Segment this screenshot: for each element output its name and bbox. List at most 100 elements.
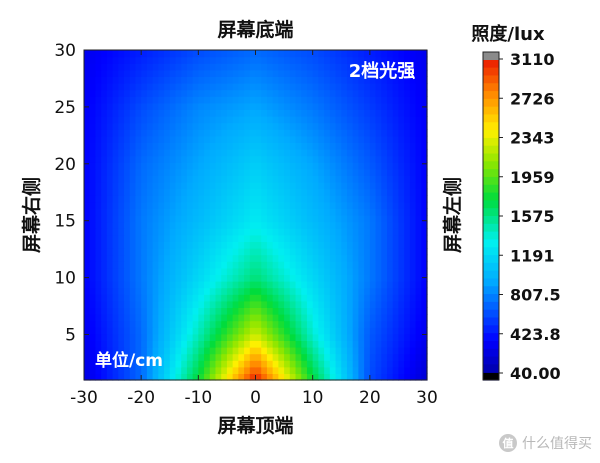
heatmap-cell — [295, 149, 302, 157]
heatmap-cell — [312, 116, 319, 124]
heatmap-cell — [221, 96, 228, 104]
heatmap-cell — [84, 63, 91, 71]
heatmap-cell — [158, 76, 165, 84]
heatmap-cell — [364, 175, 371, 183]
heatmap-cell — [341, 142, 348, 150]
heatmap-cell — [341, 168, 348, 176]
heatmap-cell — [266, 135, 274, 143]
annotation-light-level: 2档光强 — [349, 60, 416, 82]
heatmap-cell — [135, 300, 142, 308]
heatmap-cell — [192, 274, 199, 282]
heatmap-cell — [226, 320, 234, 328]
heatmap-cell — [386, 76, 394, 84]
heatmap-cell — [89, 333, 97, 341]
heatmap-cell — [221, 314, 228, 322]
heatmap-cell — [409, 254, 417, 262]
heatmap-cell — [158, 320, 165, 328]
heatmap-cell — [421, 149, 428, 157]
heatmap-cell — [146, 195, 154, 203]
heatmap-cell — [335, 122, 342, 130]
heatmap-cell — [312, 149, 319, 157]
heatmap-cell — [129, 307, 137, 315]
heatmap-cell — [221, 347, 228, 355]
heatmap-cell — [329, 234, 337, 242]
heatmap-cell — [392, 287, 400, 295]
heatmap-cell — [301, 208, 308, 216]
heatmap-cell — [329, 373, 337, 381]
heatmap-cell — [244, 162, 251, 170]
heatmap-cell — [421, 76, 428, 84]
heatmap-cell — [278, 294, 285, 302]
heatmap-cell — [226, 274, 234, 282]
heatmap-cell — [215, 360, 222, 368]
heatmap-cell — [295, 333, 302, 341]
heatmap-cell — [369, 83, 377, 91]
heatmap-cell — [198, 248, 205, 256]
heatmap-cell — [335, 353, 342, 361]
heatmap-cell — [141, 188, 148, 196]
heatmap-cell — [249, 96, 257, 104]
heatmap-cell — [398, 347, 405, 355]
heatmap-cell — [289, 294, 297, 302]
heatmap-cell — [329, 188, 337, 196]
heatmap-cell — [146, 175, 154, 183]
heatmap-cell — [192, 248, 199, 256]
heatmap-cell — [346, 366, 354, 374]
heatmap-cell — [249, 135, 257, 143]
heatmap-cell — [301, 83, 308, 91]
heatmap-cell — [158, 208, 165, 216]
heatmap-cell — [398, 221, 405, 229]
heatmap-cell — [101, 314, 108, 322]
heatmap-cell — [118, 76, 125, 84]
heatmap-cell — [141, 281, 148, 289]
heatmap-cell — [352, 221, 359, 229]
heatmap-cell — [369, 76, 377, 84]
heatmap-cell — [386, 69, 394, 77]
heatmap-cell — [135, 254, 142, 262]
heatmap-cell — [272, 149, 279, 157]
heatmap-cell — [181, 327, 188, 335]
heatmap-cell — [324, 69, 331, 77]
heatmap-cell — [324, 56, 331, 64]
heatmap-cell — [95, 366, 102, 374]
heatmap-cell — [146, 89, 154, 97]
heatmap-cell — [146, 129, 154, 137]
heatmap-cell — [95, 208, 102, 216]
heatmap-cell — [186, 135, 194, 143]
heatmap-cell — [181, 274, 188, 282]
heatmap-cell — [364, 353, 371, 361]
heatmap-cell — [175, 300, 182, 308]
heatmap-cell — [364, 142, 371, 150]
heatmap-cell — [341, 89, 348, 97]
colorbar-segment — [483, 208, 499, 217]
heatmap-cell — [375, 294, 382, 302]
heatmap-cell — [358, 327, 365, 335]
heatmap-cell — [101, 83, 108, 91]
heatmap-cell — [141, 353, 148, 361]
heatmap-cell — [369, 195, 377, 203]
heatmap-cell — [386, 89, 394, 97]
heatmap-cell — [255, 333, 262, 341]
heatmap-cell — [118, 320, 125, 328]
heatmap-cell — [238, 195, 245, 203]
annotation-unit: 单位/cm — [95, 350, 163, 371]
heatmap-cell — [409, 314, 417, 322]
heatmap-cell — [255, 274, 262, 282]
heatmap-cell — [158, 182, 165, 190]
heatmap-cell — [141, 347, 148, 355]
heatmap-cell — [398, 215, 405, 223]
heatmap-cell — [192, 116, 199, 124]
heatmap-cell — [261, 135, 268, 143]
heatmap-cell — [352, 241, 359, 249]
heatmap-cell — [232, 142, 239, 150]
heatmap-cell — [215, 287, 222, 295]
heatmap-cell — [112, 300, 119, 308]
heatmap-cell — [324, 314, 331, 322]
heatmap-cell — [415, 195, 422, 203]
heatmap-cell — [278, 168, 285, 176]
heatmap-cell — [95, 215, 102, 223]
heatmap-cell — [261, 208, 268, 216]
heatmap-cell — [158, 314, 165, 322]
heatmap-cell — [358, 201, 365, 209]
heatmap-cell — [266, 241, 274, 249]
